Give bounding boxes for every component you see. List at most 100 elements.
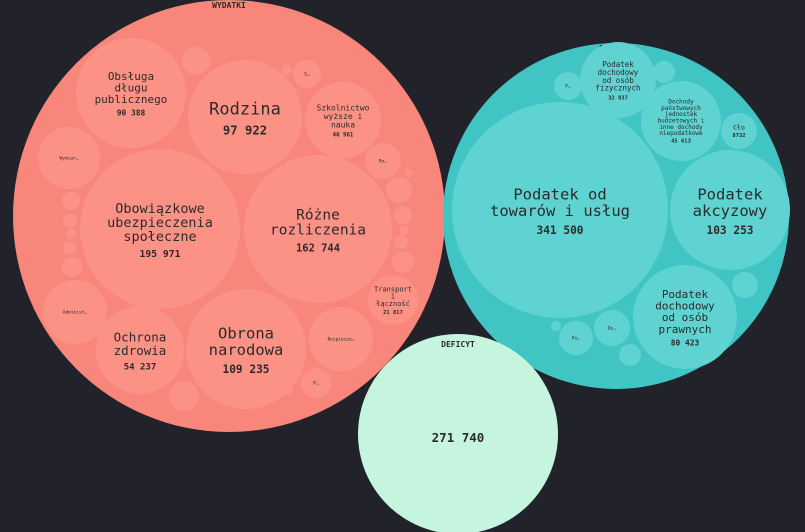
bubble-dochody-4-label-line: budżetowych i [658, 118, 705, 125]
bubble-wydatki-26 [169, 381, 199, 411]
bubble-wydatki-2-value: 40 961 [333, 133, 354, 139]
bubble-wydatki-12 [293, 60, 321, 88]
bubble-wydatki-27 [405, 169, 413, 177]
bubble-wydatki-23 [63, 241, 77, 255]
bubble-wydatki-2-label-line: nauka [331, 120, 355, 129]
bubble-wydatki-22 [63, 214, 77, 228]
bubble-wydatki-10-label: Bezpiecze… [327, 337, 354, 343]
bubble-wydatki-21 [62, 192, 80, 210]
bubble-wydatki-28 [283, 385, 293, 395]
bubble-dochody-1 [670, 150, 790, 270]
bubble-wydatki-0-label-line: długu [114, 81, 147, 94]
bubble-dochody-3 [580, 42, 656, 118]
bubble-wydatki-3-label-line: Obowiązkowe [115, 201, 204, 217]
bubble-wydatki-2-label-line: wyższe i [324, 112, 363, 121]
bubble-dochody-10 [732, 272, 758, 298]
bubble-wydatki-3 [80, 149, 240, 309]
bubble-wydatki-25 [62, 257, 82, 277]
bubble-wydatki-5-value: 21 817 [383, 310, 403, 316]
group-value-deficyt: 271 740 [432, 430, 485, 445]
bubble-wydatki-0-label-line: publicznego [95, 93, 168, 106]
bubble-dochody-3-label-line: fizycznych [595, 84, 640, 93]
bubble-wydatki-4-value: 162 744 [296, 242, 340, 254]
bubble-wydatki-11 [365, 143, 401, 179]
bubble-wydatki-6-label-line: zdrowia [114, 343, 167, 358]
group-circle-deficyt [358, 334, 558, 532]
bubble-dochody-2 [633, 265, 737, 369]
bubble-wydatki-6 [96, 306, 184, 394]
bubble-wydatki-1-value: 97 922 [223, 123, 267, 137]
bubble-wydatki-5-label-line: Transport [374, 285, 412, 293]
bubble-dochody-4 [641, 81, 721, 161]
bubble-dochody-2-label-line: dochodowy [655, 300, 715, 313]
bubble-dochody-1-label-line: akcyzowy [693, 202, 768, 220]
bubble-dochody-5 [721, 113, 757, 149]
bubble-dochody-3-label-line: od osób [602, 76, 634, 85]
bubble-dochody-0-label-line: Podatek od [513, 186, 606, 204]
bubble-dochody-12 [551, 321, 561, 331]
bubble-dochody-11 [619, 344, 641, 366]
bubble-wydatki-20 [392, 251, 414, 273]
bubble-wydatki-4-label-line: Różne [296, 207, 340, 223]
bubble-dochody-4-label-line: państwowych [661, 105, 701, 112]
bubble-dochody-3-value: 32 837 [608, 95, 628, 101]
bubble-wydatki-3-label-line: społeczne [123, 229, 196, 245]
bubble-wydatki-4-label-line: rozliczenia [270, 223, 366, 239]
bubble-wydatki-9-label: Administ… [63, 310, 88, 316]
bubble-wydatki-18 [394, 235, 408, 249]
bubble-wydatki-19 [399, 225, 409, 235]
group-label-deficyt: DEFICYT [441, 340, 475, 349]
bubble-wydatki-8 [38, 127, 100, 189]
bubble-wydatki-11-label: Ro… [379, 159, 387, 165]
bubble-wydatki-7 [186, 289, 306, 409]
bubble-dochody-7-label: Po… [572, 336, 580, 342]
bubble-wydatki-7-label-line: Obrona [218, 325, 274, 343]
bubble-wydatki-13-label: P… [313, 381, 319, 387]
bubble-wydatki-12-label: S… [304, 72, 310, 78]
bubble-dochody-4-label-line: niepodatkowe [659, 130, 703, 137]
bubble-dochody-2-label-line: Podatek [662, 288, 709, 301]
bubble-wydatki-6-label-line: Ochrona [114, 330, 167, 345]
bubble-wydatki-15 [282, 65, 292, 75]
bubble-wydatki-1-label-line: Rodzina [209, 100, 281, 120]
bubble-dochody-4-label-line: inne dochody [659, 124, 703, 131]
group-label-wydatki: WYDATKI [212, 1, 246, 10]
bubble-wydatki-0 [76, 38, 186, 148]
bubble-wydatki-5-label-line: i [391, 293, 395, 301]
bubble-dochody-6-label: P… [565, 84, 571, 90]
bubble-dochody-5-value: 8732 [732, 133, 745, 139]
bubble-wydatki-4 [244, 155, 392, 303]
bubble-wydatki-17 [394, 206, 412, 224]
bubble-wydatki-5-label-line: łączność [376, 300, 410, 308]
bubble-dochody-1-label-line: Podatek [697, 186, 763, 204]
bubble-dochody-2-value: 80 423 [671, 338, 700, 347]
bubble-wydatki-7-value: 109 235 [222, 363, 269, 376]
bubble-dochody-5-label-line: Cło [733, 124, 745, 132]
bubble-dochody-9 [653, 61, 675, 83]
bubble-wydatki-13 [301, 368, 331, 398]
bubble-wydatki-24 [66, 229, 76, 239]
bubble-dochody-2-label-line: od osób [662, 311, 708, 324]
bubble-wydatki-3-value: 195 971 [140, 249, 181, 260]
bubble-wydatki-0-label-line: Obsługa [108, 70, 154, 83]
bubble-dochody-7 [559, 321, 593, 355]
bubble-dochody-2-label-line: prawnych [659, 323, 712, 336]
bubble-wydatki-14 [182, 47, 210, 75]
bubble-dochody-3-label-line: Podatek [602, 60, 634, 69]
bubble-wydatki-5 [368, 275, 418, 325]
bubble-wydatki-8-label: Wymiar… [60, 156, 79, 162]
bubble-wydatki-10 [309, 307, 373, 371]
bubble-wydatki-7-label-line: narodowa [209, 341, 284, 359]
bubble-dochody-0-value: 341 500 [536, 224, 583, 237]
bubble-dochody-8-label: Dy… [608, 326, 616, 332]
bubble-dochody-8 [594, 310, 630, 346]
bubble-wydatki-1 [188, 60, 302, 174]
bubble-wydatki-3-label-line: ubezpieczenia [107, 215, 213, 231]
bubble-wydatki-9 [43, 280, 107, 344]
bubble-dochody-0-label-line: towarów i usług [490, 202, 630, 220]
bubble-wydatki-6-value: 54 237 [124, 362, 157, 372]
bubble-wydatki-2-label-line: Szkolnictwo [317, 103, 370, 112]
bubble-wydatki-2 [305, 82, 381, 158]
bubble-dochody-6 [554, 72, 582, 100]
